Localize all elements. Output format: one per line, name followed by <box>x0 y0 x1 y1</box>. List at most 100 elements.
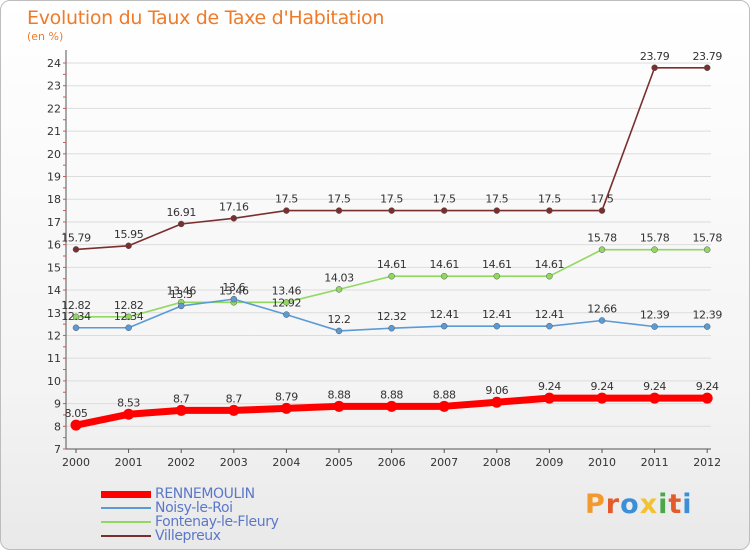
data-point <box>228 404 240 416</box>
data-label: 12.66 <box>587 302 617 315</box>
data-point <box>440 272 448 280</box>
data-point <box>598 317 606 324</box>
data-label: 12.82 <box>114 299 144 312</box>
data-point <box>125 313 132 321</box>
brand-letter: P <box>585 489 606 520</box>
data-point <box>596 392 608 404</box>
data-label: 14.61 <box>535 258 565 271</box>
data-point <box>125 242 132 250</box>
data-label: 12.92 <box>272 297 302 310</box>
data-label: 15.78 <box>640 232 670 245</box>
legend-swatch-fontenay-le-fleury <box>101 521 151 523</box>
x-tick-label: 2010 <box>588 456 616 469</box>
data-label: 13.6 <box>222 281 245 294</box>
data-point <box>388 207 395 214</box>
y-tick-label: 24 <box>47 57 61 70</box>
brand-letter: t <box>668 489 683 520</box>
data-label: 8.05 <box>65 407 88 420</box>
data-label: 9.24 <box>643 380 666 393</box>
data-label: 12.39 <box>692 309 722 322</box>
data-label: 12.41 <box>482 308 512 321</box>
legend-item-rennemoulin: RENNEMOULIN <box>101 487 278 501</box>
data-label: 8.88 <box>433 388 456 401</box>
data-point <box>546 207 553 214</box>
data-label: 17.5 <box>591 193 614 206</box>
data-label: 17.5 <box>275 193 298 206</box>
legend: RENNEMOULIN Noisy-le-Roi Fontenay-le-Fle… <box>101 487 279 543</box>
data-point <box>543 392 555 404</box>
x-tick-label: 2006 <box>378 456 406 469</box>
y-tick-label: 23 <box>47 80 61 93</box>
data-point <box>283 299 290 306</box>
data-label: 23.79 <box>692 50 722 63</box>
data-label: 14.61 <box>482 258 512 271</box>
data-point <box>493 207 501 214</box>
data-label: 15.78 <box>587 232 617 245</box>
data-label: 23.79 <box>640 50 670 63</box>
x-tick-label: 2003 <box>220 456 248 469</box>
legend-label-villepreux: Villepreux <box>155 528 221 544</box>
data-point <box>72 324 80 332</box>
data-label: 12.2 <box>328 313 351 326</box>
x-tick-label: 2000 <box>62 456 90 469</box>
data-point <box>335 327 343 335</box>
data-point <box>491 396 503 408</box>
x-tick-label: 2004 <box>272 456 300 469</box>
data-point <box>651 64 658 72</box>
y-tick-label: 13 <box>47 307 61 320</box>
y-tick-label: 14 <box>47 284 61 297</box>
legend-swatch-villepreux <box>101 535 151 537</box>
data-label: 17.5 <box>433 193 456 206</box>
x-tick-label: 2005 <box>325 456 353 469</box>
data-label: 12.82 <box>61 299 91 312</box>
data-point <box>493 322 501 330</box>
data-point <box>438 400 450 412</box>
legend-swatch-noisy-le-roi <box>101 507 151 509</box>
data-label: 15.79 <box>61 231 91 244</box>
y-tick-label: 20 <box>47 148 61 161</box>
data-point <box>493 272 501 280</box>
data-point <box>230 215 238 222</box>
data-label: 8.7 <box>226 392 243 405</box>
data-point <box>72 313 80 321</box>
data-point <box>388 272 395 280</box>
data-point <box>703 246 711 253</box>
data-label: 12.39 <box>640 309 670 322</box>
y-tick-label: 9 <box>54 398 61 411</box>
data-label: 9.06 <box>485 384 508 397</box>
data-label: 12.41 <box>429 308 459 321</box>
x-tick-label: 2011 <box>641 456 669 469</box>
y-tick-label: 10 <box>47 375 61 388</box>
data-label: 9.24 <box>538 380 561 393</box>
data-point <box>230 295 238 303</box>
legend-item-fontenay-le-fleury: Fontenay-le-Fleury <box>101 515 279 529</box>
y-tick-label: 17 <box>47 216 61 229</box>
data-label: 14.03 <box>324 271 354 284</box>
data-label: 16.91 <box>166 206 196 219</box>
data-point <box>175 404 187 416</box>
legend-item-villepreux: Villepreux <box>101 529 278 543</box>
data-point <box>440 322 448 330</box>
data-label: 17.5 <box>380 193 403 206</box>
data-label: 8.53 <box>117 396 140 409</box>
data-label: 9.24 <box>591 380 614 393</box>
data-label: 15.95 <box>114 228 144 241</box>
y-tick-label: 15 <box>47 261 61 274</box>
data-point <box>123 408 135 420</box>
data-label: 14.61 <box>377 258 407 271</box>
data-label: 8.88 <box>328 388 351 401</box>
data-label: 14.61 <box>429 258 459 271</box>
x-tick-label: 2002 <box>167 456 195 469</box>
data-label: 13.46 <box>166 284 196 297</box>
data-label: 8.79 <box>275 390 298 403</box>
data-point <box>388 324 395 332</box>
data-point <box>701 392 713 404</box>
data-label: 9.24 <box>696 380 719 393</box>
data-label: 15.78 <box>692 232 722 245</box>
x-tick-label: 2007 <box>430 456 458 469</box>
data-point <box>546 322 553 330</box>
data-point <box>333 400 345 412</box>
data-label: 13.46 <box>272 284 302 297</box>
